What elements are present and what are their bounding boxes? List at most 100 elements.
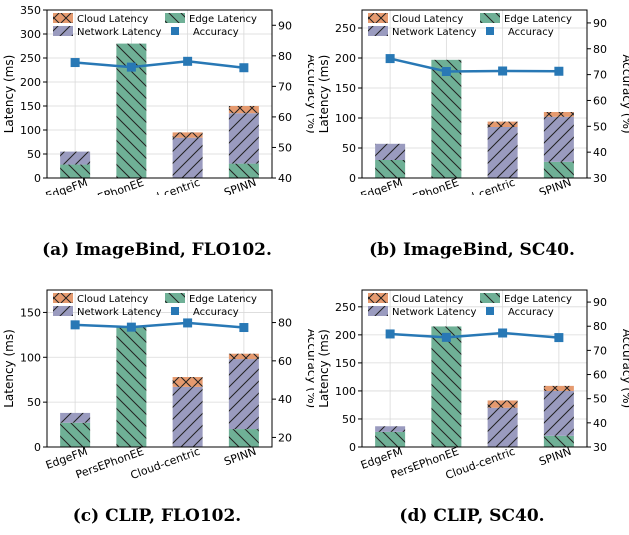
caption-c: (c) CLIP, FLO102. — [72, 506, 242, 526]
legend-network-latency — [53, 306, 73, 316]
accuracy-point — [183, 318, 193, 328]
legend-network-latency — [368, 26, 388, 36]
chart-panel-d: 0 50 100 150 200 250 30 40 50 60 70 80 90 EdgeFM PersE… — [315, 280, 629, 480]
y-tick-label: 50 — [27, 148, 41, 161]
legend-accuracy-label: Accuracy — [508, 27, 554, 38]
x-tick-label: EdgeFM — [359, 176, 404, 195]
legend: Cloud Latency Edge Latency Network Latency… — [368, 13, 572, 38]
y-tick-label: 300 — [20, 28, 41, 41]
y2-tick-label: 90 — [593, 17, 607, 30]
legend-cloud-latency — [368, 293, 388, 303]
y-tick-label: 150 — [335, 82, 356, 95]
legend-accuracy-label: Accuracy — [193, 307, 239, 318]
legend: Cloud Latency Edge Latency Network Latency… — [53, 293, 257, 318]
y-axis-label: Latency (ms) — [317, 329, 331, 408]
bar-network-latency — [60, 151, 91, 165]
y2-tick-label: 70 — [593, 69, 607, 82]
caption-d: (d) CLIP, SC40. — [399, 506, 545, 526]
y2-tick-label: 40 — [593, 417, 607, 430]
legend-accuracy — [486, 27, 494, 35]
legend-cloud-latency — [53, 293, 73, 303]
accuracy-point — [441, 67, 451, 77]
bar-cloud-latency — [543, 385, 574, 391]
legend: Cloud Latency Edge Latency Network Latency… — [368, 293, 572, 318]
x-tick-label: SPINN — [537, 176, 573, 195]
bar-cloud-latency — [228, 106, 259, 114]
y-axis-label: Latency (ms) — [2, 55, 16, 134]
y-tick-label: 100 — [335, 112, 356, 125]
legend-network-latency-label: Network Latency — [392, 307, 477, 318]
chart-b: 05010015020025030405060708090EdgeFMPersE… — [317, 9, 629, 195]
bar-network-latency — [228, 359, 259, 430]
y-axis-label: Latency (ms) — [2, 329, 16, 408]
legend-edge-latency-label: Edge Latency — [504, 14, 572, 25]
bar-network-latency — [375, 426, 406, 432]
y2-tick-label: 30 — [593, 172, 607, 185]
bar-edge-latency — [543, 161, 574, 178]
accuracy-point — [239, 63, 249, 73]
bar-edge-latency — [228, 429, 259, 447]
accuracy-point — [498, 328, 508, 338]
chart-d: 05010015020025030405060708090EdgeFMPersE… — [317, 289, 629, 480]
y-tick-label: 0 — [34, 172, 41, 185]
y2-tick-label: 70 — [593, 344, 607, 357]
y2-tick-label: 60 — [278, 111, 292, 124]
legend-edge-latency-label: Edge Latency — [189, 294, 257, 305]
bar-cloud-latency — [228, 353, 259, 360]
y-tick-label: 100 — [335, 385, 356, 398]
legend-accuracy — [171, 27, 179, 35]
bar-edge-latency — [375, 160, 406, 178]
legend-cloud-latency-label: Cloud Latency — [77, 294, 148, 305]
caption-b: (b) ImageBind, SC40. — [369, 240, 575, 260]
y2-axis-label: Accuracy (%) — [305, 54, 314, 133]
y2-tick-label: 80 — [278, 50, 292, 63]
legend-accuracy — [171, 307, 179, 315]
x-tick-label: SPINN — [537, 445, 573, 469]
accuracy-line — [390, 331, 559, 339]
plot-frame — [46, 9, 273, 179]
bar-cloud-latency — [543, 112, 574, 117]
x-tick-label: EdgeFM — [44, 176, 89, 195]
y-tick-label: 150 — [335, 357, 356, 370]
accuracy-point — [498, 66, 508, 76]
bar-edge-latency — [543, 435, 574, 447]
legend-accuracy-label: Accuracy — [508, 307, 554, 318]
accuracy-point — [554, 333, 564, 343]
y-tick-label: 250 — [20, 52, 41, 65]
legend-network-latency-label: Network Latency — [77, 307, 162, 318]
y-tick-label: 0 — [34, 441, 41, 454]
y2-tick-label: 90 — [278, 19, 292, 32]
bar-network-latency — [543, 390, 574, 436]
bar-edge-latency — [116, 326, 147, 447]
y-tick-label: 250 — [335, 301, 356, 314]
legend-cloud-latency-label: Cloud Latency — [77, 14, 148, 25]
accuracy-point — [385, 329, 395, 339]
y-tick-label: 50 — [342, 413, 356, 426]
caption-a: (a) ImageBind, FLO102. — [42, 240, 272, 260]
x-tick-label: SPINN — [222, 445, 258, 469]
legend-edge-latency — [480, 13, 500, 23]
y-tick-label: 150 — [20, 100, 41, 113]
bar-edge-latency — [60, 164, 91, 178]
legend-edge-latency — [165, 13, 185, 23]
y2-tick-label: 40 — [593, 146, 607, 159]
bar-network-latency — [487, 407, 518, 447]
y2-tick-label: 90 — [593, 296, 607, 309]
legend-accuracy — [486, 307, 494, 315]
plot-frame — [361, 289, 588, 448]
legend-cloud-latency — [53, 13, 73, 23]
y2-tick-label: 80 — [593, 43, 607, 56]
y-tick-label: 250 — [335, 22, 356, 35]
y2-axis-label: Accuracy (%) — [305, 329, 314, 408]
legend-edge-latency — [165, 293, 185, 303]
bar-edge-latency — [60, 422, 91, 447]
y2-tick-label: 80 — [278, 317, 292, 330]
bar-edge-latency — [375, 431, 406, 447]
bar-network-latency — [60, 412, 91, 423]
legend-edge-latency-label: Edge Latency — [504, 294, 572, 305]
y2-tick-label: 70 — [278, 80, 292, 93]
accuracy-line — [75, 60, 245, 69]
bar-network-latency — [543, 116, 574, 162]
bar-network-latency — [172, 386, 203, 447]
bar-cloud-latency — [172, 377, 203, 387]
